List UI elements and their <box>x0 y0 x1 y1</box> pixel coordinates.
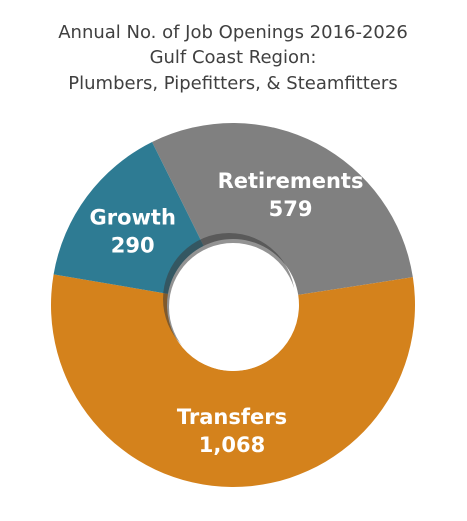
value-label: 1,068 <box>199 433 265 457</box>
hole <box>169 243 297 371</box>
value-label: 579 <box>269 197 313 221</box>
pie-slice <box>152 123 413 295</box>
chart-title: Annual No. of Job Openings 2016-2026 <box>58 22 408 43</box>
chart-title: Gulf Coast Region: <box>150 47 317 68</box>
slice-label: Transfers <box>177 405 287 429</box>
pie-slice <box>51 274 416 487</box>
chart-title: Plumbers, Pipefitters, & Steamfitters <box>68 73 397 94</box>
slice-label: Retirements <box>218 169 364 193</box>
value-label: 290 <box>111 233 155 257</box>
pie-slice <box>53 141 204 294</box>
slice-label: Growth <box>90 205 176 229</box>
